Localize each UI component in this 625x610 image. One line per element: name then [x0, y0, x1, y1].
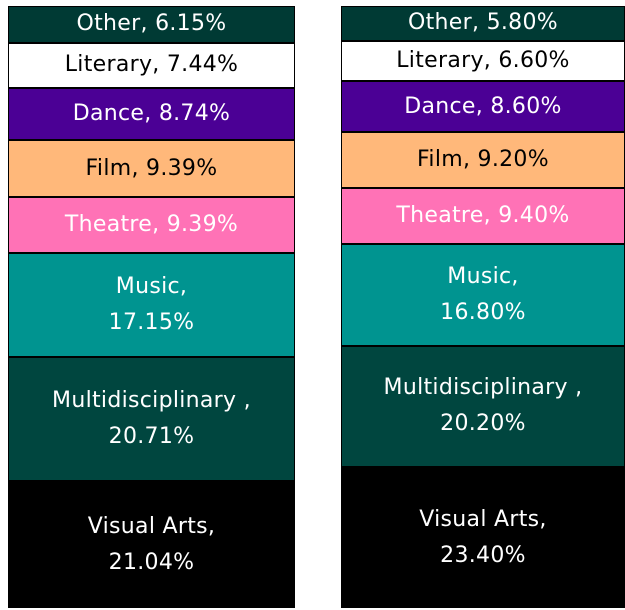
segment: Music, 16.80%: [341, 244, 625, 346]
segment: Film, 9.20%: [341, 132, 625, 188]
segment-label: Theatre, 9.39%: [64, 212, 239, 238]
segment-label: Other, 5.80%: [408, 10, 558, 36]
segment-label: Dance, 8.74%: [72, 101, 231, 127]
segment-label: Literary, 7.44%: [64, 52, 239, 78]
segment-label: Theatre, 9.40%: [396, 203, 570, 229]
segment: Multidisciplinary , 20.71%: [8, 356, 295, 482]
segment-label: Multidisciplinary , 20.20%: [383, 375, 583, 437]
segment: Literary, 7.44%: [8, 42, 295, 88]
segment-label: Visual Arts, 21.04%: [87, 513, 216, 575]
segment: Dance, 8.60%: [341, 80, 625, 133]
segment: Other, 6.15%: [8, 6, 295, 43]
segment-label: Film, 9.20%: [417, 147, 549, 173]
segment: Literary, 6.60%: [341, 40, 625, 81]
column: Visual Arts, 21.04% Multidisciplinary , 2…: [8, 6, 295, 608]
segment-label: Literary, 6.60%: [396, 47, 570, 73]
column: Visual Arts, 23.40% Multidisciplinary , 2…: [341, 6, 625, 608]
segment: Visual Arts, 21.04%: [8, 481, 295, 608]
segment: Other, 5.80%: [341, 6, 625, 41]
segment: Dance, 8.74%: [8, 87, 295, 141]
segment-label: Dance, 8.60%: [404, 93, 562, 119]
segment: Multidisciplinary , 20.20%: [341, 345, 625, 468]
segment: Film, 9.39%: [8, 140, 295, 197]
segment-label: Visual Arts, 23.40%: [419, 506, 547, 568]
segment: Theatre, 9.39%: [8, 196, 295, 254]
segment-label: Film, 9.39%: [85, 155, 218, 181]
segment-label: Other, 6.15%: [76, 11, 227, 37]
segment: Theatre, 9.40%: [341, 187, 625, 245]
segment-label: Multidisciplinary , 20.71%: [52, 388, 251, 449]
segment-label: Music, 16.80%: [440, 263, 526, 325]
segment: Visual Arts, 23.40%: [341, 467, 625, 608]
segment-label: Music, 17.15%: [108, 274, 195, 336]
segment: Music, 17.15%: [8, 253, 295, 357]
